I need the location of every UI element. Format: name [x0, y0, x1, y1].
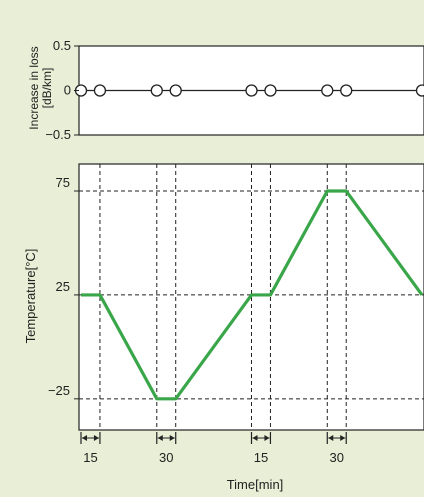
- loss-marker: [245, 84, 258, 97]
- duration-label: 15: [254, 450, 268, 465]
- duration-label: 30: [330, 450, 344, 465]
- loss-tick-label: 0.5: [53, 38, 71, 53]
- duration-arrowhead-left: [252, 435, 258, 441]
- loss-tick-label: 0: [64, 83, 71, 98]
- duration-arrowhead-right: [169, 435, 175, 441]
- time-axis-label: Time[min]: [227, 477, 284, 492]
- duration-label: 30: [159, 450, 173, 465]
- temperature-tick-label: −25: [48, 383, 70, 398]
- loss-marker: [93, 84, 107, 97]
- duration-arrowhead-left: [82, 435, 87, 441]
- loss-marker: [321, 84, 334, 97]
- duration-arrowhead-left: [157, 435, 163, 441]
- loss-tick-label: −0.5: [45, 127, 71, 142]
- loss-marker: [340, 84, 353, 97]
- loss-axis-label-line1: Increase in loss: [27, 46, 41, 129]
- duration-arrowhead-left: [328, 435, 334, 441]
- temperature-tick-label: 25: [56, 279, 70, 294]
- duration-arrowhead-right: [93, 435, 99, 441]
- loss-marker: [264, 84, 277, 97]
- temperature-tick-label: 75: [56, 175, 70, 190]
- loss-marker: [169, 84, 182, 97]
- loss-axis-label-line2: [dB/km]: [40, 68, 54, 109]
- loss-marker: [150, 84, 163, 97]
- duration-arrowhead-right: [264, 435, 270, 441]
- duration-arrowhead-right: [340, 435, 346, 441]
- duration-label: 15: [83, 450, 97, 465]
- temperature-axis-label: Temperature[°C]: [23, 249, 38, 344]
- loss-marker: [415, 84, 424, 97]
- temperature-series-line: [81, 189, 424, 401]
